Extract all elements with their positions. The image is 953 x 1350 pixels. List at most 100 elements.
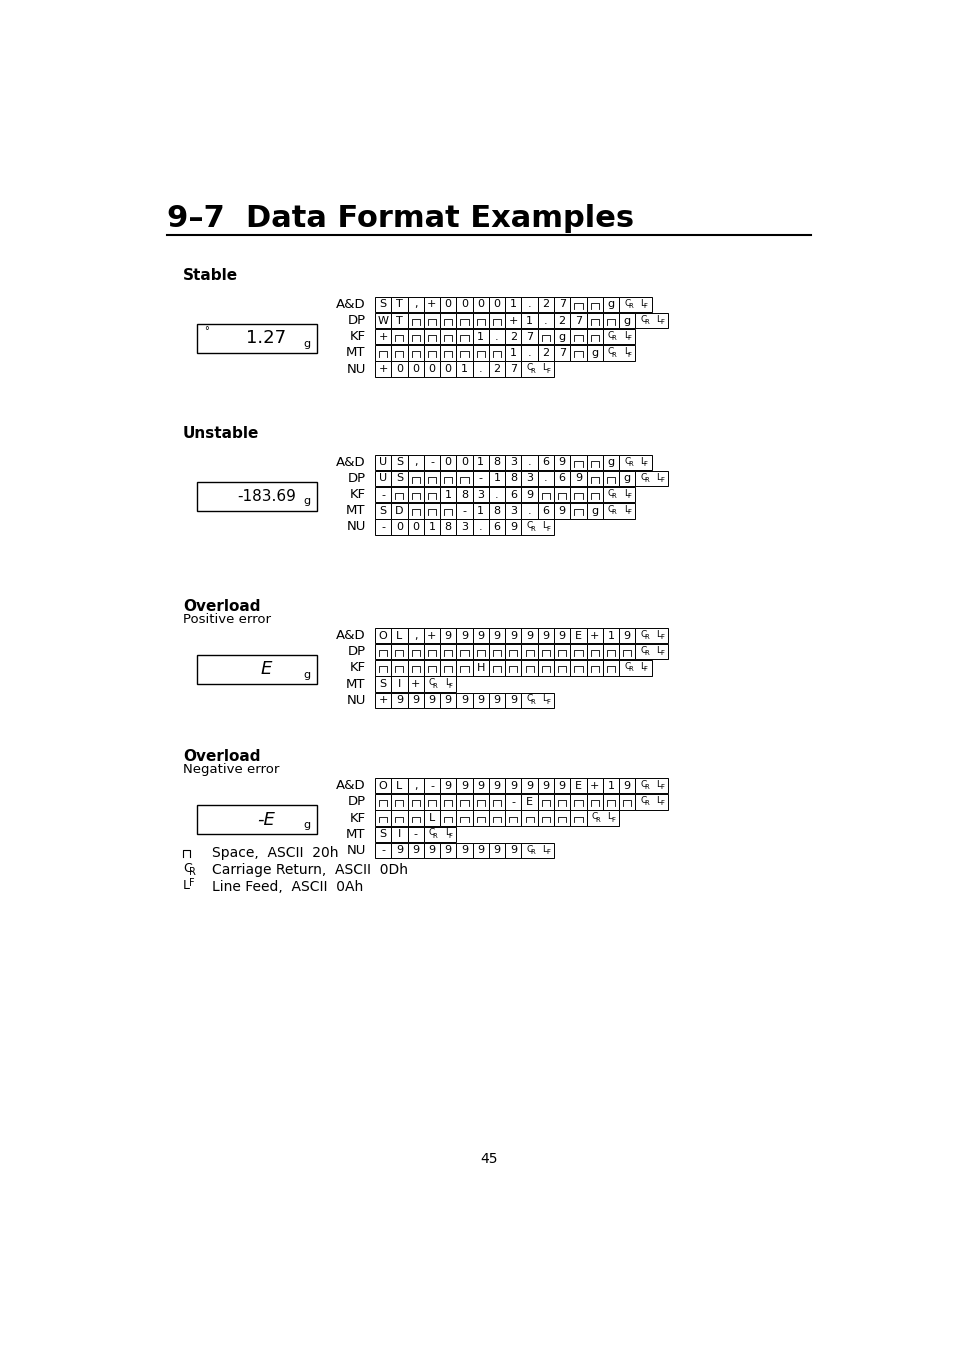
Text: 9: 9 bbox=[525, 490, 533, 500]
Text: 3: 3 bbox=[509, 506, 517, 516]
Text: 45: 45 bbox=[479, 1152, 497, 1166]
Bar bbox=[439, 660, 456, 675]
Bar bbox=[602, 504, 635, 518]
Text: 1: 1 bbox=[509, 300, 517, 309]
Text: C: C bbox=[639, 780, 646, 788]
Text: 9–7  Data Format Examples: 9–7 Data Format Examples bbox=[167, 204, 634, 234]
Text: R: R bbox=[643, 634, 648, 640]
Text: L: L bbox=[444, 829, 449, 837]
Bar bbox=[375, 487, 391, 502]
Text: E: E bbox=[260, 660, 272, 679]
Bar bbox=[375, 693, 391, 707]
Bar bbox=[391, 362, 407, 377]
Text: 8: 8 bbox=[493, 506, 500, 516]
Text: +: + bbox=[411, 679, 420, 688]
Text: g: g bbox=[623, 316, 630, 325]
Text: 9: 9 bbox=[476, 845, 484, 856]
Text: H: H bbox=[476, 663, 484, 672]
Bar bbox=[537, 346, 554, 360]
Bar bbox=[456, 794, 472, 810]
Bar bbox=[439, 644, 456, 659]
Bar bbox=[521, 778, 537, 794]
Bar bbox=[439, 628, 456, 643]
Bar bbox=[391, 297, 407, 312]
Text: O: O bbox=[378, 780, 387, 791]
Text: .: . bbox=[495, 490, 498, 500]
Bar bbox=[375, 329, 391, 344]
Text: L: L bbox=[542, 521, 547, 531]
Bar bbox=[488, 628, 505, 643]
Text: L: L bbox=[444, 678, 449, 687]
Text: 2: 2 bbox=[558, 316, 565, 325]
Text: S: S bbox=[395, 458, 402, 467]
Text: .: . bbox=[543, 474, 547, 483]
Bar bbox=[439, 778, 456, 794]
Bar bbox=[456, 346, 472, 360]
Text: E: E bbox=[575, 630, 581, 640]
Bar bbox=[521, 487, 537, 502]
Text: Stable: Stable bbox=[183, 267, 237, 284]
Text: 1: 1 bbox=[444, 490, 452, 500]
Text: DP: DP bbox=[347, 645, 365, 659]
Bar bbox=[570, 471, 586, 486]
Bar bbox=[407, 297, 423, 312]
Bar bbox=[423, 362, 439, 377]
Text: KF: KF bbox=[349, 811, 365, 825]
Text: .: . bbox=[527, 348, 531, 358]
Text: C: C bbox=[607, 347, 614, 356]
Text: 0: 0 bbox=[395, 364, 402, 374]
Text: +: + bbox=[508, 316, 517, 325]
Text: Carriage Return,  ASCII  0Dh: Carriage Return, ASCII 0Dh bbox=[212, 864, 408, 878]
Bar bbox=[554, 504, 570, 518]
Bar bbox=[505, 778, 521, 794]
Bar bbox=[570, 313, 586, 328]
Bar bbox=[602, 455, 618, 470]
Bar bbox=[554, 471, 570, 486]
Bar bbox=[521, 520, 554, 535]
Bar bbox=[391, 487, 407, 502]
Bar bbox=[375, 297, 391, 312]
Text: R: R bbox=[611, 509, 616, 516]
Text: 9: 9 bbox=[460, 780, 468, 791]
Bar bbox=[488, 297, 505, 312]
Bar bbox=[554, 297, 570, 312]
Bar bbox=[423, 810, 439, 826]
Bar bbox=[456, 644, 472, 659]
Text: I: I bbox=[397, 829, 400, 840]
Text: 8: 8 bbox=[460, 490, 468, 500]
Bar bbox=[407, 471, 423, 486]
Bar bbox=[375, 676, 391, 691]
Text: R: R bbox=[627, 460, 632, 467]
Bar bbox=[423, 471, 439, 486]
Text: KF: KF bbox=[349, 662, 365, 675]
Text: R: R bbox=[595, 817, 599, 822]
Text: NU: NU bbox=[346, 363, 365, 375]
Bar bbox=[505, 660, 521, 675]
Bar bbox=[472, 842, 488, 859]
Text: R: R bbox=[643, 319, 648, 325]
Text: 9: 9 bbox=[460, 695, 468, 705]
Bar bbox=[554, 778, 570, 794]
Bar bbox=[472, 520, 488, 535]
Text: g: g bbox=[591, 506, 598, 516]
Text: 1.27: 1.27 bbox=[246, 329, 286, 347]
Bar bbox=[439, 794, 456, 810]
Bar bbox=[375, 455, 391, 470]
Bar bbox=[456, 693, 472, 707]
Bar bbox=[618, 660, 651, 675]
Text: NU: NU bbox=[346, 521, 365, 533]
Bar bbox=[196, 482, 316, 510]
Text: C: C bbox=[526, 521, 532, 531]
Text: C: C bbox=[429, 678, 435, 687]
Text: 9: 9 bbox=[623, 630, 630, 640]
Text: F: F bbox=[643, 302, 647, 309]
Text: Unstable: Unstable bbox=[183, 425, 259, 440]
Bar bbox=[602, 346, 635, 360]
Text: 1: 1 bbox=[607, 630, 614, 640]
Bar bbox=[537, 297, 554, 312]
Bar bbox=[456, 297, 472, 312]
Text: 3: 3 bbox=[509, 458, 517, 467]
Bar bbox=[602, 660, 618, 675]
Bar bbox=[505, 628, 521, 643]
Bar bbox=[391, 329, 407, 344]
